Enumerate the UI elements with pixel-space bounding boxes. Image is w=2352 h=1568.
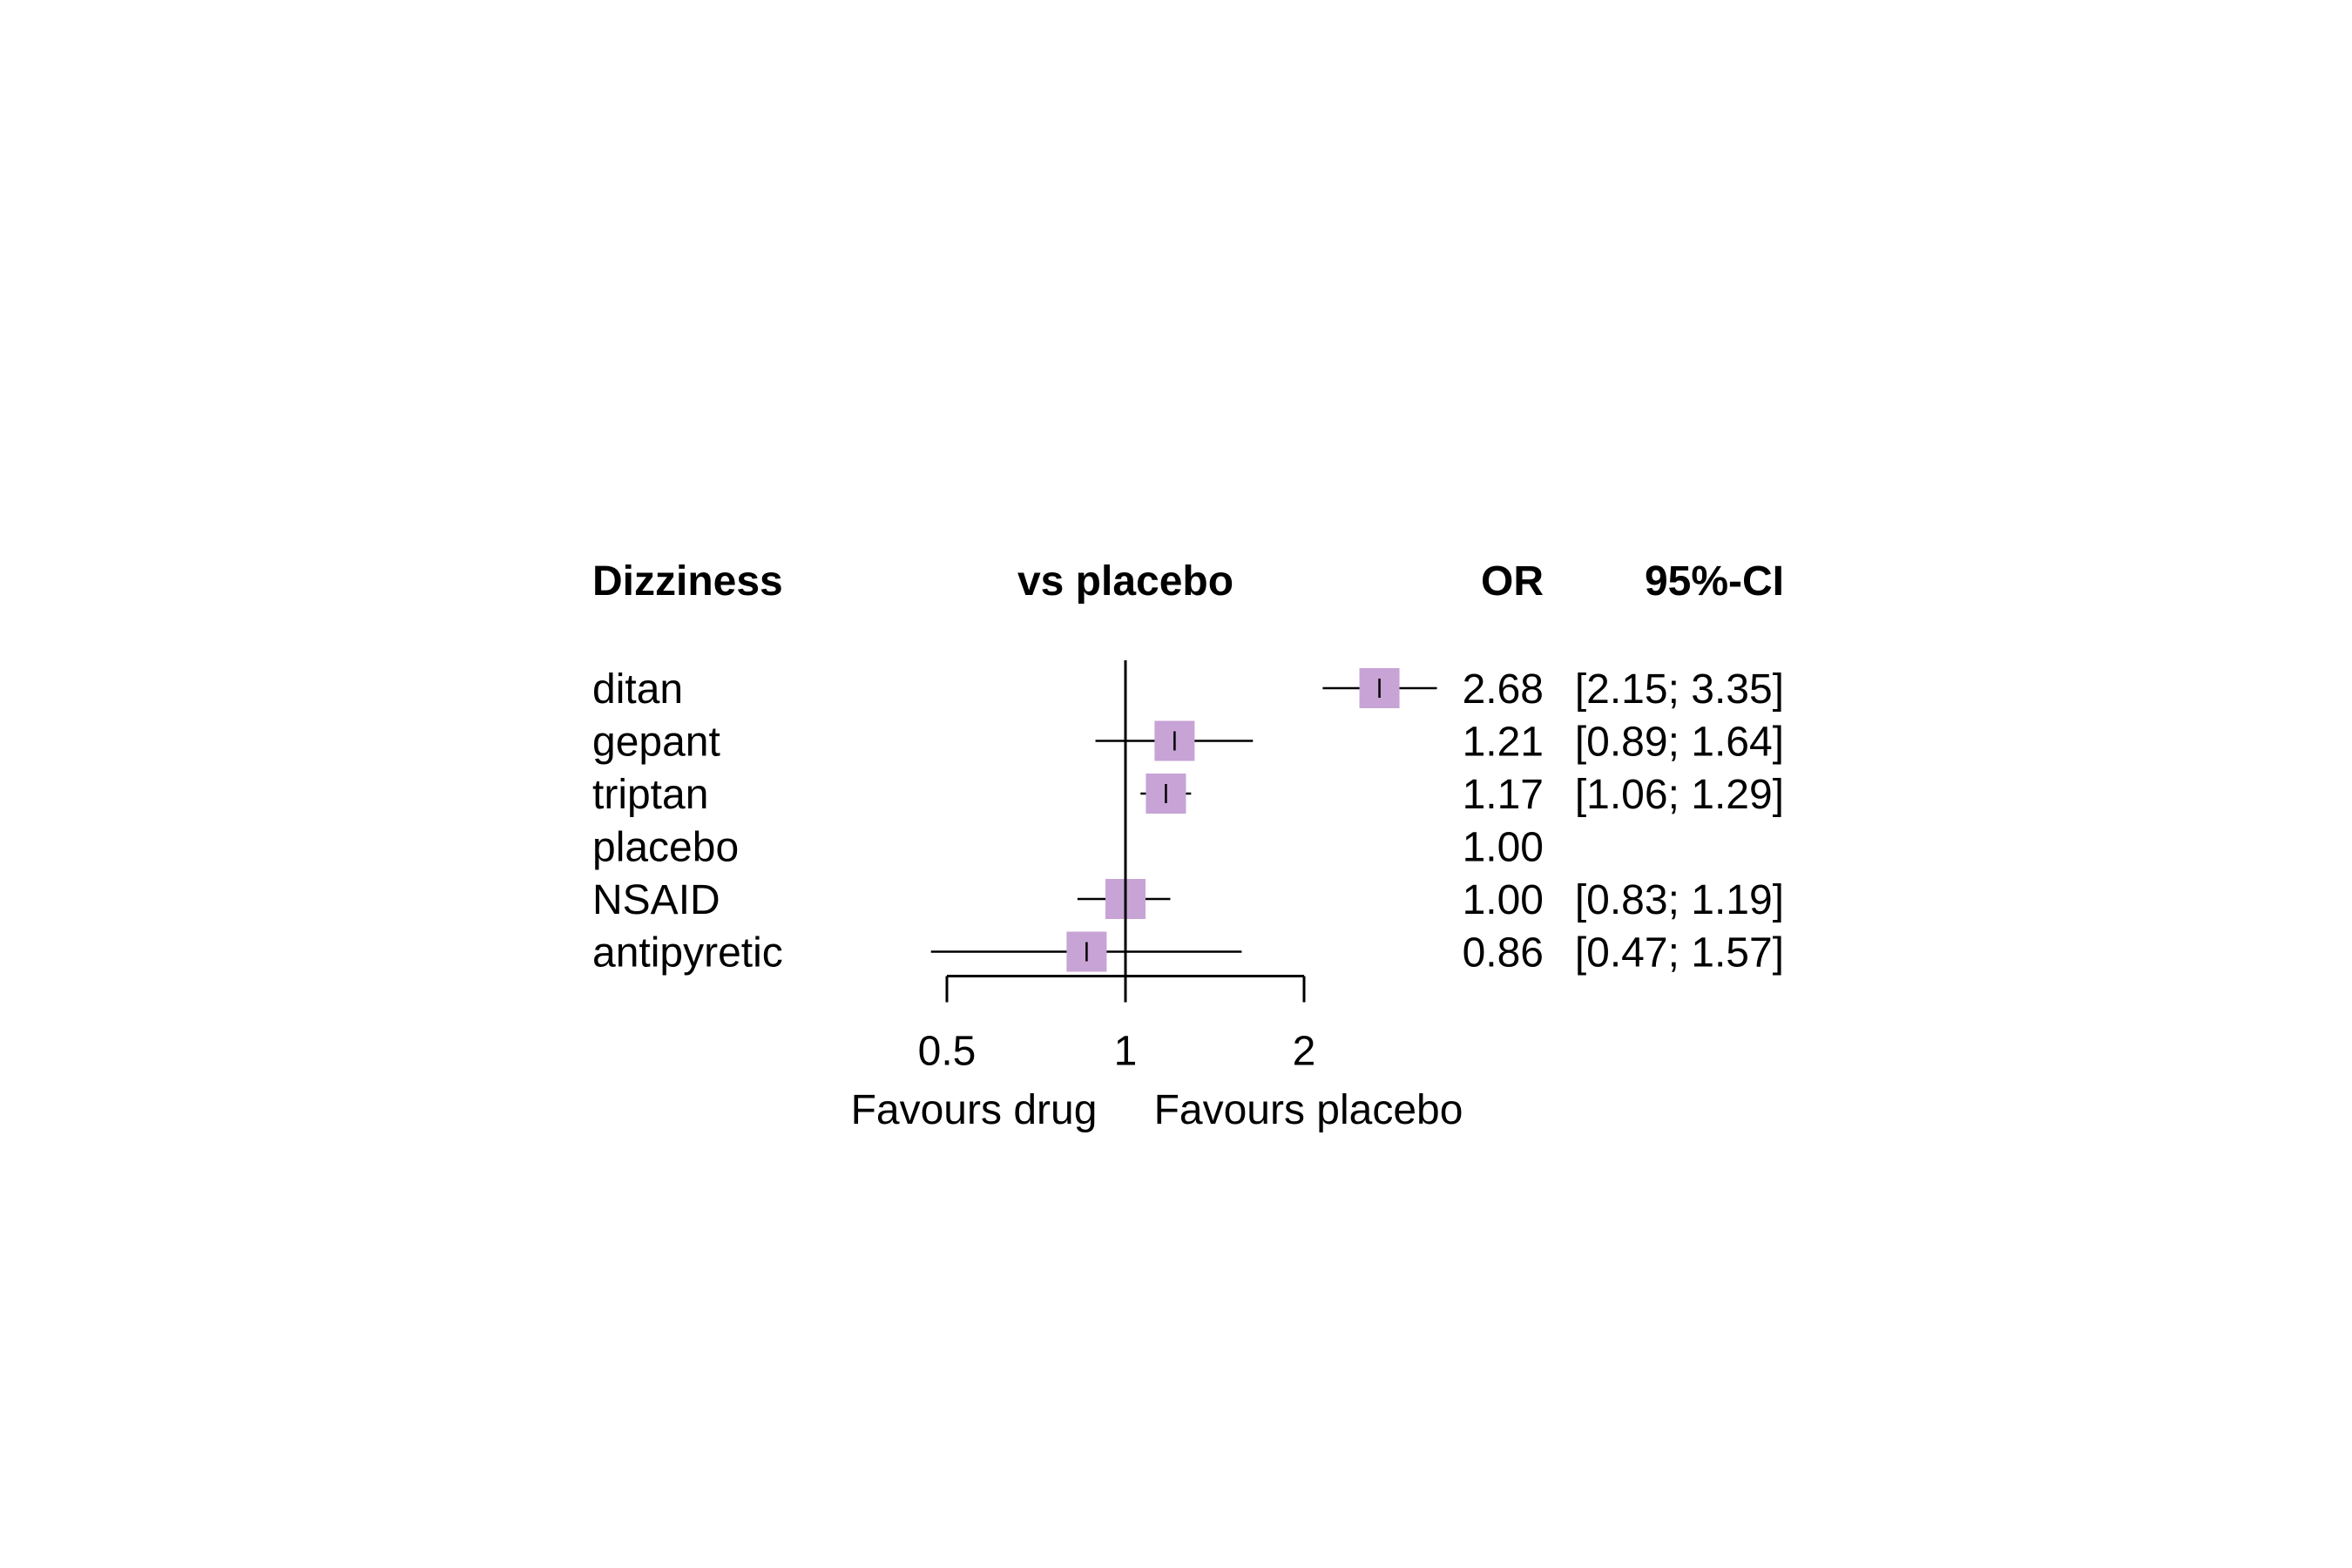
x-tick-label: 1 <box>1114 1029 1138 1075</box>
favours-left-label: Favours drug <box>851 1087 1098 1133</box>
ci-value: [2.15; 3.35] <box>1575 666 1784 713</box>
x-tick-label: 0.5 <box>918 1029 977 1075</box>
row-gepant: gepant 1.21 [0.89; 1.64] <box>592 720 1784 766</box>
row-label: placebo <box>592 825 739 871</box>
row-label: triptan <box>592 772 708 818</box>
x-tick-label: 2 <box>1293 1029 1316 1075</box>
header-comparison: vs placebo <box>1017 558 1233 605</box>
row-label: NSAID <box>592 877 720 923</box>
ci-value: [1.06; 1.29] <box>1575 772 1784 818</box>
row-label: gepant <box>592 720 720 766</box>
or-value: 1.21 <box>1463 720 1544 766</box>
or-value: 1.17 <box>1463 772 1544 818</box>
row-antipyretic: antipyretic 0.86 [0.47; 1.57] <box>592 930 1784 977</box>
or-value: 1.00 <box>1463 877 1544 923</box>
row-triptan: triptan 1.17 [1.06; 1.29] <box>592 772 1784 818</box>
title: Dizziness <box>592 558 783 605</box>
row-nsaid: NSAID 1.00 [0.83; 1.19] <box>592 877 1784 923</box>
or-value: 0.86 <box>1463 930 1544 977</box>
header-ci: 95%-CI <box>1645 558 1784 605</box>
ci-value: [0.89; 1.64] <box>1575 720 1784 766</box>
ci-value: [0.47; 1.57] <box>1575 930 1784 977</box>
or-value: 2.68 <box>1463 666 1544 713</box>
favours-right-label: Favours placebo <box>1154 1087 1463 1133</box>
row-label: antipyretic <box>592 930 783 977</box>
or-value: 1.00 <box>1463 825 1544 871</box>
ci-value: [0.83; 1.19] <box>1575 877 1784 923</box>
row-placebo: placebo 1.00 <box>592 825 1544 871</box>
row-ditan: ditan 2.68 [2.15; 3.35] <box>592 666 1784 713</box>
header-estimate: OR <box>1481 558 1544 605</box>
row-label: ditan <box>592 666 683 713</box>
